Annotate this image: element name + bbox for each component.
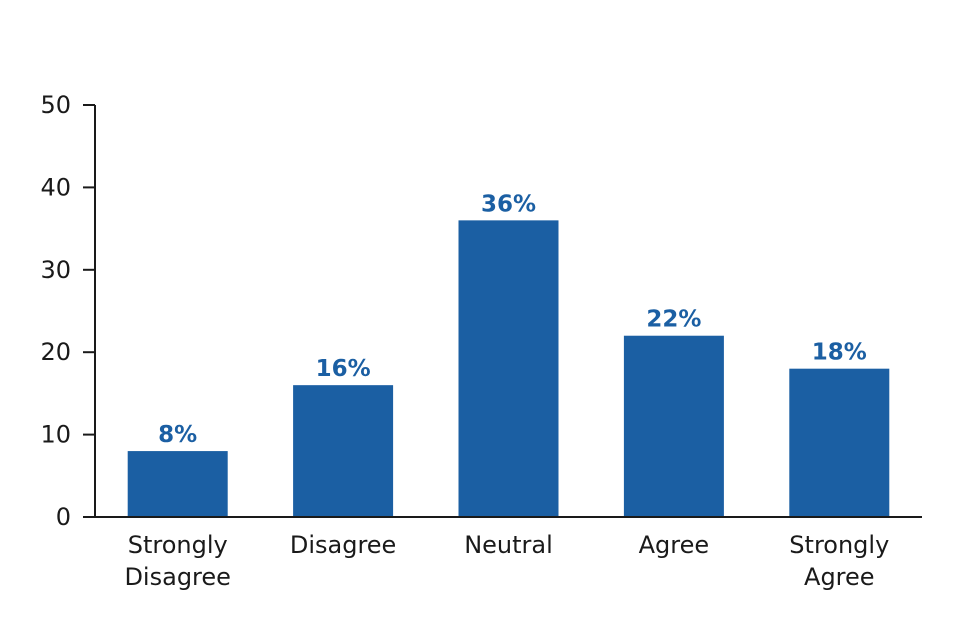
y-tick-label: 30 (40, 256, 71, 284)
bar (623, 335, 724, 517)
x-category-label: Strongly (128, 531, 228, 559)
y-axis-ticks: 0 10 20 30 40 50 (40, 91, 95, 531)
x-category-label: Agree (639, 531, 710, 559)
data-labels-group: 8% 16% 36% 22% 18% (158, 191, 867, 448)
x-category-label: Disagree (124, 563, 230, 591)
y-tick-label: 10 (40, 421, 71, 449)
x-category-label: Agree (804, 563, 875, 591)
y-tick-label: 20 (40, 338, 71, 366)
x-category-label: Disagree (290, 531, 396, 559)
bar (127, 451, 228, 517)
y-tick-label: 0 (56, 503, 71, 531)
bar (458, 220, 559, 518)
y-tick-label: 40 (40, 173, 71, 201)
bar (789, 368, 890, 517)
y-tick-label: 50 (40, 91, 71, 119)
bar-data-label: 8% (158, 422, 197, 448)
bar-data-label: 22% (646, 307, 701, 333)
x-axis-labels: Strongly Disagree Disagree Neutral Agree Stro… (124, 531, 889, 591)
bars-group (127, 220, 890, 518)
bar-data-label: 18% (812, 340, 867, 366)
bar (293, 385, 394, 517)
x-category-label: Neutral (464, 531, 553, 559)
bar-data-label: 36% (481, 191, 536, 217)
bar-data-label: 16% (316, 356, 371, 382)
x-category-label: Strongly (789, 531, 889, 559)
